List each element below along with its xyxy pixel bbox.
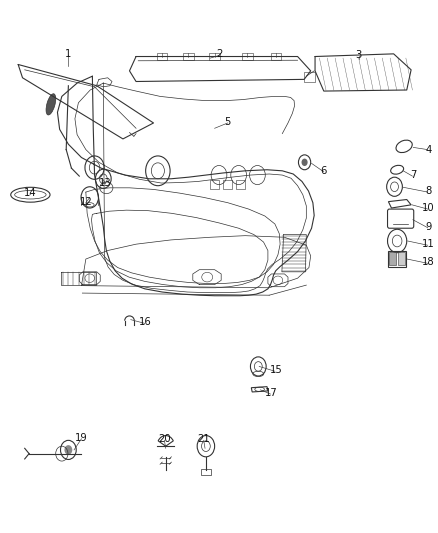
Bar bbox=[271, 53, 281, 60]
Ellipse shape bbox=[46, 94, 56, 115]
Bar bbox=[304, 72, 315, 82]
Circle shape bbox=[64, 445, 72, 455]
Text: 5: 5 bbox=[225, 117, 231, 127]
Text: 10: 10 bbox=[422, 203, 435, 213]
Text: 20: 20 bbox=[158, 434, 171, 445]
Text: 8: 8 bbox=[425, 186, 432, 196]
Text: 19: 19 bbox=[75, 433, 88, 443]
Text: 6: 6 bbox=[321, 166, 327, 176]
Text: 7: 7 bbox=[410, 170, 417, 180]
Bar bbox=[398, 252, 405, 265]
Bar bbox=[201, 469, 211, 475]
Text: 11: 11 bbox=[422, 239, 435, 249]
Text: 2: 2 bbox=[216, 49, 222, 59]
Text: 4: 4 bbox=[425, 144, 432, 155]
Text: 17: 17 bbox=[265, 388, 278, 398]
Text: 13: 13 bbox=[99, 177, 112, 188]
Text: 9: 9 bbox=[425, 222, 432, 232]
Text: 14: 14 bbox=[24, 188, 36, 198]
Text: 1: 1 bbox=[65, 49, 71, 59]
Bar bbox=[209, 53, 220, 60]
Bar bbox=[157, 53, 167, 60]
Bar bbox=[183, 53, 194, 60]
Bar bbox=[389, 252, 396, 265]
Bar bbox=[388, 251, 406, 266]
Bar bbox=[223, 180, 232, 189]
Text: 3: 3 bbox=[356, 50, 362, 60]
Text: 16: 16 bbox=[138, 317, 151, 327]
Bar bbox=[210, 180, 219, 189]
Text: 15: 15 bbox=[269, 365, 282, 375]
Text: 18: 18 bbox=[422, 257, 435, 267]
Bar bbox=[242, 53, 253, 60]
Bar bbox=[237, 180, 245, 189]
Text: 12: 12 bbox=[79, 197, 92, 207]
Circle shape bbox=[301, 159, 307, 166]
Text: 21: 21 bbox=[198, 434, 210, 445]
